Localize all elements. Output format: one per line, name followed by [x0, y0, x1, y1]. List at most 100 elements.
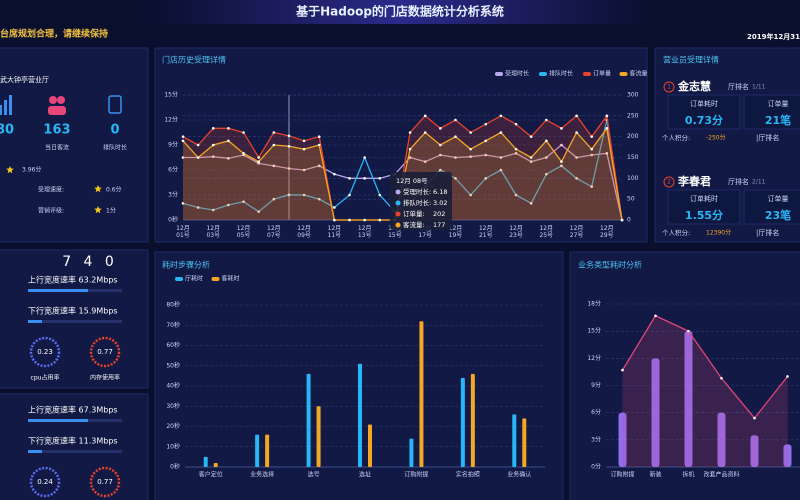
progress-bar: [28, 320, 42, 323]
point: [454, 135, 457, 138]
x-tick-label: 新装: [649, 471, 661, 479]
point: [348, 177, 351, 180]
tick-label: 6分: [168, 166, 178, 174]
panel: [0, 47, 149, 243]
up-rate: 上行宽度速率 63.2Mbps: [28, 275, 118, 285]
area: [622, 315, 788, 467]
point: [242, 131, 245, 134]
point: [514, 122, 518, 126]
score: -250分: [706, 134, 726, 142]
x-tick-label: 12月 05号: [237, 225, 251, 239]
gauge-ring: [29, 466, 61, 498]
icon: [48, 106, 66, 115]
point: [439, 143, 442, 147]
order-time: 0.73分: [685, 113, 723, 127]
tooltip-dot: [395, 222, 401, 228]
tick-label: 6分: [591, 408, 601, 416]
bar: [460, 377, 465, 467]
legend-label: 排队时长: [549, 70, 573, 78]
staff-name: 金志慧: [677, 79, 711, 93]
store-name: 武大钟亭营业厅: [0, 75, 49, 84]
point: [469, 155, 472, 158]
point: [196, 206, 200, 209]
hall-rank-label: 厅排名: [728, 82, 749, 91]
tooltip-label: 订单量:: [403, 209, 425, 218]
star-icon: [94, 185, 102, 193]
point: [621, 368, 624, 372]
panel-title: 业务类型耗时分析: [578, 260, 642, 270]
tick-label: 0分: [591, 463, 601, 471]
star-icon: [94, 206, 102, 214]
point: [499, 131, 503, 134]
point: [211, 127, 215, 130]
point: [272, 143, 276, 147]
tooltip-title: 12月 08号: [396, 177, 428, 185]
tooltip-value: 177: [433, 221, 445, 229]
legend-marker: [211, 277, 220, 281]
point: [720, 376, 723, 380]
point: [560, 160, 563, 163]
hall-rank-label: 厅排名: [728, 177, 749, 186]
bar: [255, 434, 260, 467]
tick-label: 50: [627, 196, 635, 203]
tooltip-dot: [395, 200, 401, 206]
point: [211, 155, 215, 158]
point: [605, 127, 609, 130]
stat-label: 排队时长: [103, 144, 127, 152]
staff-name: 李春君: [677, 174, 711, 188]
star-icon: [6, 166, 14, 174]
point: [605, 114, 609, 118]
point: [227, 127, 230, 130]
up-rate: 上行宽度速率 67.3Mbps: [28, 405, 118, 415]
tick-label: 12分: [164, 116, 178, 124]
bar: [409, 438, 414, 467]
point: [423, 114, 427, 118]
order-time-label: 订单耗时: [690, 194, 718, 203]
stat-box: [743, 189, 800, 225]
point: [514, 193, 518, 197]
point: [439, 168, 442, 172]
tick-label: 18分: [587, 300, 601, 308]
icon: [49, 96, 57, 104]
point: [439, 153, 442, 157]
point: [499, 114, 503, 118]
point: [302, 139, 306, 143]
point: [514, 152, 518, 155]
point: [499, 156, 503, 159]
tick-label: 70秒: [166, 321, 180, 329]
progress-track: [28, 450, 122, 453]
area: [183, 128, 622, 220]
x-tick-label: 选址: [359, 471, 371, 479]
tick-label: 60秒: [166, 341, 180, 349]
icon: [9, 95, 12, 115]
x-tick-label: 选号: [308, 471, 320, 479]
x-tick-label: 12月 25号: [539, 225, 553, 239]
point: [454, 156, 457, 159]
legend-marker: [495, 72, 503, 76]
point: [786, 375, 789, 378]
order-time-label: 订单耗时: [690, 99, 718, 108]
orders: 23笔: [765, 208, 791, 222]
point: [514, 147, 518, 151]
x-tick-label: 12月 09号: [297, 225, 311, 239]
legend-label: 客耗时: [222, 275, 240, 283]
bar: [203, 456, 208, 467]
point: [575, 114, 578, 118]
point: [408, 156, 412, 159]
x-tick-label: 12月 13号: [358, 225, 372, 239]
point: [317, 164, 321, 168]
point: [575, 156, 578, 159]
bar: [717, 412, 726, 467]
point: [529, 202, 533, 205]
progress-track: [28, 320, 122, 323]
point: [317, 197, 321, 201]
x-tick-label: 12月 23号: [509, 225, 523, 239]
stat-box: [667, 189, 741, 225]
stat-label: 当日客流: [45, 144, 69, 152]
progress-bar: [28, 419, 88, 422]
notice: 台席规划合理，请继续保持: [0, 28, 108, 40]
icon: [4, 100, 7, 115]
tick-label: 15分: [164, 91, 178, 99]
gauge-value: 0.77: [97, 478, 113, 486]
